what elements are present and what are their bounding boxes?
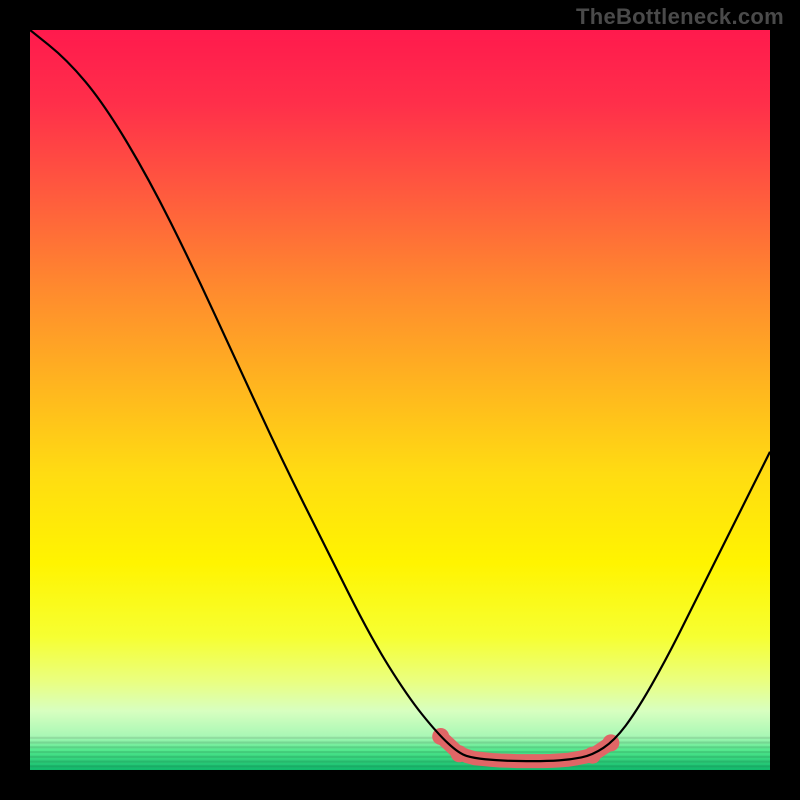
attribution-label: TheBottleneck.com xyxy=(576,4,784,30)
chart-frame: TheBottleneck.com xyxy=(0,0,800,800)
gradient-background xyxy=(30,30,770,770)
bottleneck-curve-chart xyxy=(30,30,770,770)
